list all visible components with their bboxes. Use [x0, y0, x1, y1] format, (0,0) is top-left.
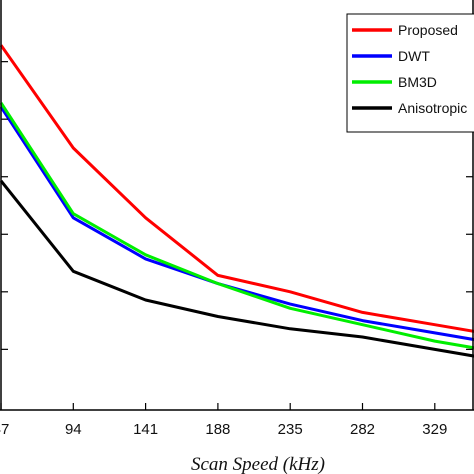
x-tick-label: 282 [350, 421, 375, 438]
series-layer [0, 44, 474, 358]
legend-label-anisotropic: Anisotropic [398, 100, 467, 116]
series-line-dwt [0, 106, 474, 342]
legend-label-dwt: DWT [398, 48, 430, 64]
legend-box [346, 13, 474, 133]
x-tick-label: 141 [133, 421, 158, 438]
x-axis-title: Scan Speed (kHz) [191, 454, 325, 474]
x-tick-label: 329 [422, 421, 447, 438]
legend-label-proposed: Proposed [398, 22, 458, 38]
legend-label-bm3d: BM3D [398, 74, 437, 90]
series-line-bm3d [0, 101, 474, 350]
series-line-proposed [0, 44, 474, 333]
legend-items: Proposed DWT BM3D Anisotropic [352, 22, 467, 116]
x-tick-label: 94 [65, 421, 82, 438]
x-tick-label: 188 [205, 421, 230, 438]
axes-layer: 47 94 141 188 235 282 329 [0, 0, 474, 438]
series-line-anisotropic [0, 179, 474, 358]
x-tick-label: 47 [0, 421, 9, 438]
legend: Proposed DWT BM3D Anisotropic [346, 13, 474, 133]
x-tick-label: 235 [278, 421, 303, 438]
